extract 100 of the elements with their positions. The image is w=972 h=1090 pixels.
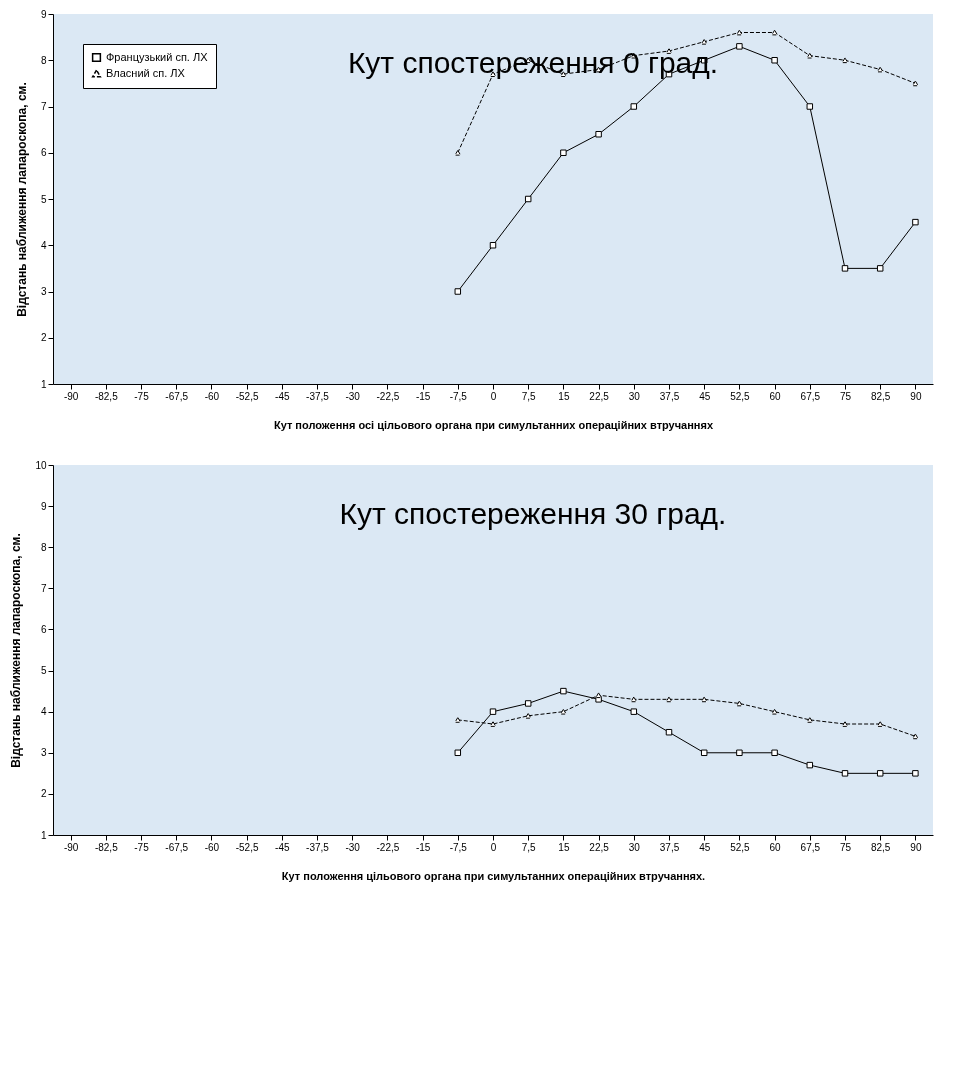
- point: [489, 242, 497, 249]
- point: [771, 708, 778, 715]
- x-tick-label: 52,5: [730, 841, 751, 853]
- x-tick-label: 15: [558, 390, 570, 402]
- x-tick-label: -90: [63, 390, 79, 402]
- point: [912, 80, 919, 87]
- x-tick-label: 82,5: [870, 390, 891, 402]
- y-tick-label: 2: [40, 788, 47, 800]
- x-tick-label: -67,5: [165, 841, 189, 853]
- x-tick-label: 67,5: [800, 390, 821, 402]
- point: [560, 708, 567, 715]
- x-axis-title: Кут положення цільового органа при симультанних операційних втручаннях.: [281, 869, 706, 882]
- x-tick-label: 15: [558, 841, 570, 853]
- y-tick-label: 3: [40, 747, 47, 759]
- point: [771, 57, 778, 64]
- x-tick-label: -60: [204, 841, 220, 853]
- point: [912, 733, 919, 740]
- y-tick-label: 6: [40, 147, 47, 159]
- point: [771, 29, 778, 36]
- point: [560, 149, 567, 156]
- x-tick-label: 37,5: [659, 390, 680, 402]
- x-tick-label: 45: [699, 390, 711, 402]
- x-tick-label: 22,5: [589, 390, 610, 402]
- legend-label: Власний сп. ЛХ: [106, 66, 186, 79]
- x-tick-label: 7,5: [521, 841, 537, 853]
- x-tick-label: -60: [204, 390, 220, 402]
- point: [665, 728, 673, 736]
- point: [560, 687, 567, 695]
- x-axis-title: Кут положення осі цільового органа при симультанних операційних втручаннях: [273, 418, 714, 431]
- x-tick-label: 45: [699, 841, 711, 853]
- x-tick-label: 67,5: [800, 841, 821, 853]
- x-tick-label: 75: [839, 390, 852, 402]
- y-tick-label: 5: [40, 193, 47, 205]
- point: [876, 265, 884, 272]
- x-tick-label: -30: [345, 841, 361, 853]
- x-tick-label: 52,5: [730, 390, 751, 402]
- y-tick-label: 7: [40, 582, 47, 594]
- point: [876, 721, 884, 727]
- x-tick-label: 0: [490, 390, 497, 402]
- x-tick-label: -52,5: [235, 390, 259, 402]
- point: [876, 770, 884, 777]
- point: [912, 218, 919, 226]
- x-tick-label: -37,5: [306, 841, 330, 853]
- point: [665, 696, 673, 703]
- point: [736, 29, 743, 36]
- x-tick-label: -15: [415, 841, 431, 853]
- x-tick-label: -67,5: [165, 390, 189, 402]
- text: Кут спостереження 30 град.: [339, 497, 727, 530]
- y-tick-label: 9: [40, 8, 47, 20]
- point: [736, 749, 743, 757]
- x-tick-label: 75: [839, 841, 852, 853]
- x-tick-label: -30: [345, 390, 361, 402]
- x-tick-label: 90: [910, 390, 922, 402]
- point: [771, 749, 778, 757]
- x-tick-label: -15: [415, 390, 431, 402]
- point: [736, 43, 743, 50]
- x-tick-label: -82,5: [94, 841, 119, 853]
- y-tick-label: 8: [40, 54, 47, 66]
- x-tick-label: -45: [275, 841, 290, 853]
- y-tick-label: 8: [40, 541, 47, 553]
- x-tick-label: -22,5: [376, 390, 400, 402]
- x-tick-label: 60: [769, 390, 782, 402]
- point: [524, 700, 532, 707]
- point: [700, 38, 708, 45]
- y-tick-label: 10: [35, 459, 47, 471]
- point: [841, 57, 849, 64]
- point: [841, 265, 849, 272]
- point: [912, 770, 919, 777]
- x-tick-label: -75: [134, 841, 150, 853]
- point: [454, 717, 462, 723]
- x-tick-label: 30: [628, 390, 641, 402]
- legend-label: Французький сп. ЛХ: [106, 50, 209, 63]
- point: [630, 696, 638, 703]
- y-tick-label: 4: [40, 706, 47, 718]
- y-tick-label: 4: [40, 239, 47, 251]
- x-tick-label: 90: [910, 841, 922, 853]
- point: [700, 749, 708, 757]
- point: [806, 761, 814, 769]
- x-tick-label: -45: [275, 390, 290, 402]
- x-tick-label: -82,5: [94, 390, 119, 402]
- point: [806, 52, 814, 59]
- point: [524, 195, 532, 203]
- y-axis-title: Відстань наближення лапароскопа, см.: [14, 82, 29, 317]
- y-tick-label: 5: [40, 665, 47, 677]
- point: [630, 103, 638, 110]
- x-tick-label: -75: [134, 390, 150, 402]
- point: [595, 692, 602, 699]
- x-tick-label: -90: [63, 841, 79, 853]
- point: [454, 749, 462, 757]
- y-tick-label: 1: [40, 829, 47, 841]
- x-tick-label: 22,5: [589, 841, 610, 853]
- x-tick-label: 0: [490, 841, 497, 853]
- x-tick-label: -7,5: [449, 841, 468, 853]
- point: [630, 708, 638, 715]
- x-tick-label: 37,5: [659, 841, 680, 853]
- x-tick-label: 30: [628, 841, 641, 853]
- point: [841, 770, 849, 777]
- point: [736, 700, 743, 707]
- x-tick-label: -22,5: [376, 841, 400, 853]
- point: [489, 708, 497, 715]
